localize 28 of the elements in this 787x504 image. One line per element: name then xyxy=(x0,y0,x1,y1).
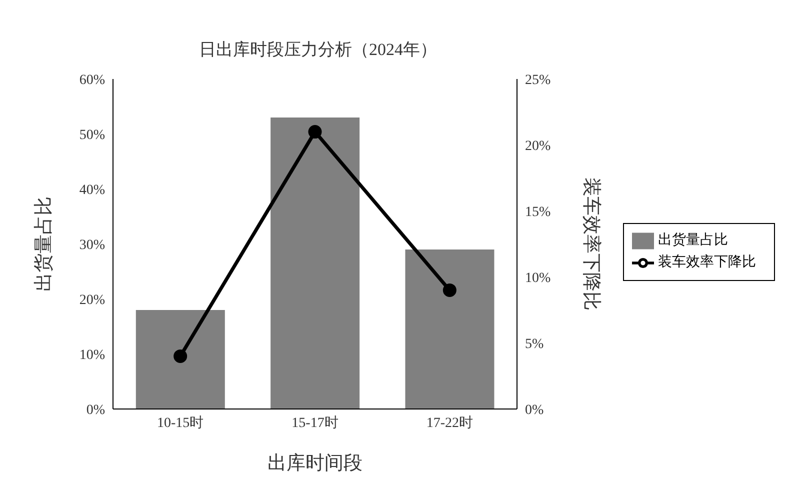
bar xyxy=(136,310,225,409)
x-tick-label: 10-15时 xyxy=(156,414,204,431)
y-tick-label: 0% xyxy=(86,402,106,418)
y2-tick-label: 20% xyxy=(525,138,551,154)
y-tick-label: 50% xyxy=(79,128,106,143)
x-tick-label: 15-17时 xyxy=(292,414,338,431)
y2-tick-label: 0% xyxy=(525,402,544,418)
y-axis-title: 出货量占比 xyxy=(34,196,55,292)
legend-label: 装车效率下降比 xyxy=(658,255,756,270)
y-tick-label: 30% xyxy=(79,238,106,253)
y2-tick-label: 10% xyxy=(525,270,551,286)
legend-label: 出货量占比 xyxy=(658,233,728,248)
x-tick-label: 17-22时 xyxy=(426,414,474,431)
chart-title: 日出库时段压力分析（2024年） xyxy=(198,39,438,61)
y-tick-label: 20% xyxy=(79,292,106,308)
x-axis-title: 出库时间段 xyxy=(268,452,362,474)
y2-tick-label: 5% xyxy=(525,336,544,352)
y2-tick-label: 25% xyxy=(525,72,551,88)
y2-tick-label: 15% xyxy=(525,204,551,220)
point xyxy=(174,349,188,363)
y-tick-label: 10% xyxy=(79,348,106,363)
bar xyxy=(270,118,360,409)
y-tick-label: 60% xyxy=(79,72,106,88)
y2-axis-title: 装车效率下降比 xyxy=(580,178,602,310)
point xyxy=(442,283,456,297)
point xyxy=(308,125,322,139)
y-tick-label: 40% xyxy=(79,182,106,198)
bar xyxy=(405,250,494,409)
